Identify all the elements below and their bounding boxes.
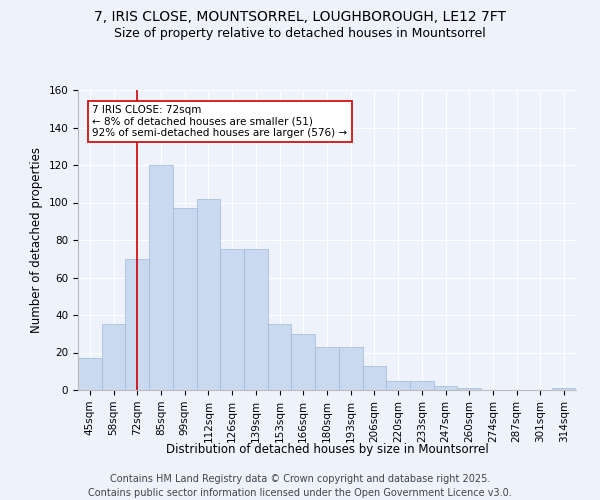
- Text: 7, IRIS CLOSE, MOUNTSORREL, LOUGHBOROUGH, LE12 7FT: 7, IRIS CLOSE, MOUNTSORREL, LOUGHBOROUGH…: [94, 10, 506, 24]
- Bar: [386, 380, 410, 390]
- Bar: [125, 259, 149, 390]
- Text: Size of property relative to detached houses in Mountsorrel: Size of property relative to detached ho…: [114, 28, 486, 40]
- Bar: [197, 198, 220, 390]
- Bar: [457, 388, 481, 390]
- Bar: [339, 347, 362, 390]
- Text: Distribution of detached houses by size in Mountsorrel: Distribution of detached houses by size …: [166, 442, 488, 456]
- Text: 7 IRIS CLOSE: 72sqm
← 8% of detached houses are smaller (51)
92% of semi-detache: 7 IRIS CLOSE: 72sqm ← 8% of detached hou…: [92, 105, 347, 138]
- Text: Contains HM Land Registry data © Crown copyright and database right 2025.
Contai: Contains HM Land Registry data © Crown c…: [88, 474, 512, 498]
- Bar: [362, 366, 386, 390]
- Bar: [315, 347, 339, 390]
- Bar: [220, 250, 244, 390]
- Bar: [78, 358, 102, 390]
- Bar: [434, 386, 457, 390]
- Bar: [149, 165, 173, 390]
- Bar: [292, 334, 315, 390]
- Bar: [410, 380, 434, 390]
- Bar: [268, 324, 292, 390]
- Bar: [244, 250, 268, 390]
- Y-axis label: Number of detached properties: Number of detached properties: [30, 147, 43, 333]
- Bar: [173, 208, 197, 390]
- Bar: [102, 324, 125, 390]
- Bar: [552, 388, 576, 390]
